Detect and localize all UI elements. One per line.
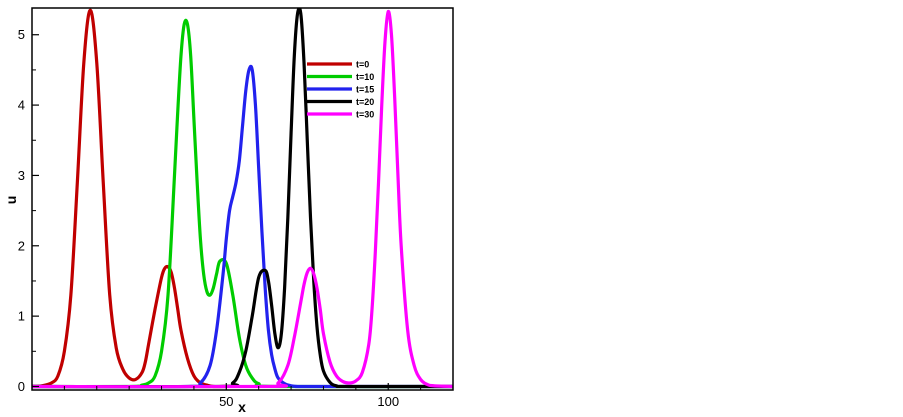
legend-label: t=10 xyxy=(356,72,374,82)
series-line-t-30 xyxy=(32,9,453,389)
y-tick-label: 4 xyxy=(18,98,25,113)
legend: t=0 t=10 t=15 t=20 t=30 xyxy=(307,60,374,120)
series-line-t-0 xyxy=(32,8,228,389)
y-tick-label: 1 xyxy=(18,309,25,324)
x-tick-label: 100 xyxy=(377,394,399,409)
y-tick-label: 5 xyxy=(18,27,25,42)
series-line-t-10 xyxy=(32,18,453,389)
legend-label: t=30 xyxy=(356,110,374,120)
legend-label: t=0 xyxy=(356,60,369,70)
ticks-layer: 0 1 2 3 4 5 50 100 xyxy=(18,27,454,409)
y-tick-label: 0 xyxy=(18,379,25,394)
legend-label: t=20 xyxy=(356,97,374,107)
x-axis-label: x xyxy=(238,399,246,415)
y-tick-label: 3 xyxy=(18,168,25,183)
series-layer xyxy=(32,8,453,389)
plot-frame xyxy=(31,7,454,391)
series-line-t-20 xyxy=(32,8,453,389)
y-tick-label: 2 xyxy=(18,238,25,253)
series-line-t-15 xyxy=(32,64,453,389)
y-axis-label: u xyxy=(3,196,19,205)
x-tick-label: 50 xyxy=(219,394,233,409)
legend-label: t=15 xyxy=(356,85,374,95)
